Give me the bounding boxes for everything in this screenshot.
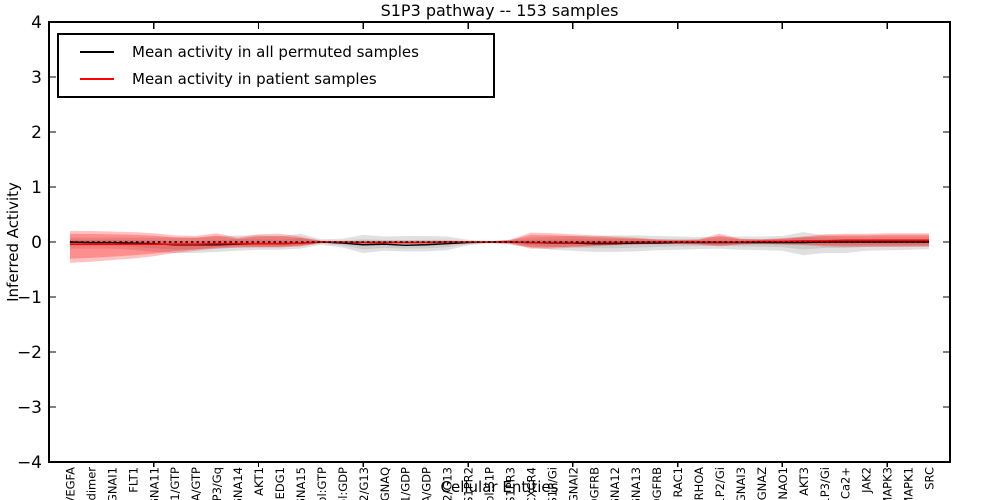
x-entity-label: GNAI2 (566, 467, 580, 500)
x-entity-label: FLT1 (126, 467, 140, 493)
x-entity-label: Rac1/GDP (399, 467, 413, 500)
x-entity-label: RhoA/GTP (189, 467, 203, 500)
x-entity-label: PDGFB-D/PDGFRB (587, 467, 601, 500)
band-patient-inner (69, 233, 930, 259)
permuted-line-swatch (80, 51, 114, 53)
x-entity-label: S1PR2 (462, 467, 476, 500)
x-entity-label: MAPK3 (881, 467, 895, 500)
x-entity-label: mol:GDP (336, 467, 350, 500)
legend-row-patient: Mean activity in patient samples (71, 70, 481, 88)
x-entity-label: AKT1 (252, 467, 266, 496)
x-entity-label: GNAI1 (105, 467, 119, 500)
patient-line-swatch (80, 78, 114, 80)
x-entity-label: VEGFR1 homodimer/VEGFA homodimer (84, 467, 98, 500)
legend-label-patient: Mean activity in patient samples (132, 70, 377, 88)
x-entity-label: mol:GTP (315, 467, 329, 500)
x-entity-label: S1P/S1P3/Gq (210, 467, 224, 500)
band-patient-outer (69, 231, 930, 263)
x-entity-label: GNA12 (608, 467, 622, 500)
y-tick-label: 2 (31, 123, 42, 143)
y-tick-label: 0 (31, 233, 42, 253)
x-entity-label: MAPK1 (902, 467, 916, 500)
x-entity-label: CXCR4 (524, 467, 538, 500)
x-entity-label: AKT3 (797, 467, 811, 496)
x-entity-label: S1P/S1P3/Gi (818, 467, 832, 500)
y-tick-label: 3 (31, 68, 42, 88)
band-permuted-outer (69, 232, 930, 256)
x-entity-label: S1P/S1P2/Gi (713, 467, 727, 500)
x-axis-label: Cellular Entities (440, 478, 559, 496)
y-tick-label: 1 (31, 178, 42, 198)
x-entity-label: GNAO1 (776, 467, 790, 500)
legend-row-permuted: Mean activity in all permuted samples (71, 43, 481, 61)
x-entity-label: GNAZ (755, 467, 769, 500)
x-entity-label: RhoA/GDP (420, 467, 434, 500)
x-entity-label: JAK2 (860, 467, 874, 494)
x-entity-label: Rac1/GTP (168, 467, 182, 500)
x-entity-label: EDG1 (273, 467, 287, 499)
y-tick-label: −3 (17, 398, 42, 418)
legend: Mean activity in all permuted samples Me… (57, 33, 495, 98)
x-entity-label: GNA13 (629, 467, 643, 500)
y-tick-label: −4 (17, 453, 42, 473)
x-entity-label: GNA15 (294, 467, 308, 500)
x-entity-label: GNA11 (147, 467, 161, 500)
x-entity-label: G12/G13 (357, 467, 371, 500)
y-axis-label: Inferred Activity (4, 182, 22, 302)
legend-label-permuted: Mean activity in all permuted samples (132, 43, 419, 61)
x-entity-label: GNA14 (231, 467, 245, 500)
chart-title: S1P3 pathway -- 153 samples (380, 1, 619, 20)
x-entity-label: S1PR3 (503, 467, 517, 500)
x-entity-label: GNAI3 (734, 467, 748, 500)
x-entity-label: mol:S1P (483, 467, 497, 500)
x-entity-label: RAC1 (671, 467, 685, 498)
y-tick-label: 4 (31, 13, 42, 33)
x-entity-label: VEGFA (63, 467, 77, 500)
x-entity-label: S1P1/S1P/Gi (545, 467, 559, 500)
x-entity-label: mol:Ca2+ (839, 467, 853, 500)
y-tick-label: −1 (17, 288, 42, 308)
x-entity-label: RHOA (692, 467, 706, 500)
x-entity-label: GNAQ (378, 467, 392, 500)
x-entity-label: S1P/S1P3/G12/G13 (441, 467, 455, 500)
x-entity-label: SRC (923, 467, 937, 490)
band-permuted-inner (69, 236, 930, 250)
x-entity-label: PDGFRB (650, 467, 664, 500)
y-tick-label: −2 (17, 343, 42, 363)
